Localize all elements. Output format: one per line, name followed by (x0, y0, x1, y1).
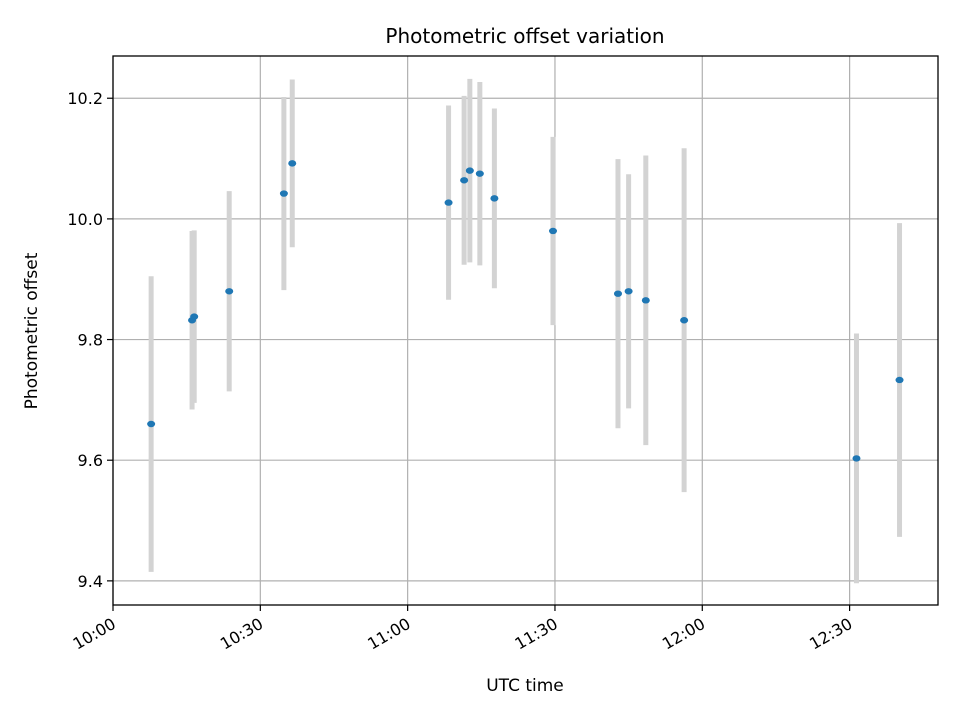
y-axis-label: Photometric offset (22, 252, 42, 409)
data-point (444, 199, 453, 206)
y-tick-label: 9.4 (78, 572, 103, 591)
data-point (624, 288, 633, 295)
data-point (279, 190, 288, 197)
data-point (490, 195, 499, 202)
y-axis-ticks: 9.4 9.6 9.8 10.0 10.2 (67, 89, 113, 591)
data-point (147, 420, 156, 428)
plot-frame (112, 55, 939, 606)
data-point (475, 170, 484, 177)
grid (112, 56, 938, 605)
y-tick-label: 10.0 (67, 210, 103, 229)
data-point (460, 177, 469, 184)
x-axis-label: UTC time (486, 676, 564, 696)
y-tick-label: 9.8 (78, 331, 103, 350)
data-point (288, 160, 297, 167)
data-points (147, 160, 904, 462)
data-point (225, 288, 234, 295)
data-point (641, 297, 650, 304)
data-point (465, 167, 474, 174)
data-point (895, 376, 904, 384)
data-point (852, 455, 861, 462)
data-point (613, 290, 622, 297)
chart-title: Photometric offset variation (385, 24, 664, 48)
data-point (680, 317, 689, 324)
data-point (549, 227, 557, 235)
y-tick-label: 9.6 (78, 451, 103, 470)
y-tick-label: 10.2 (67, 89, 103, 108)
data-point (190, 313, 199, 320)
